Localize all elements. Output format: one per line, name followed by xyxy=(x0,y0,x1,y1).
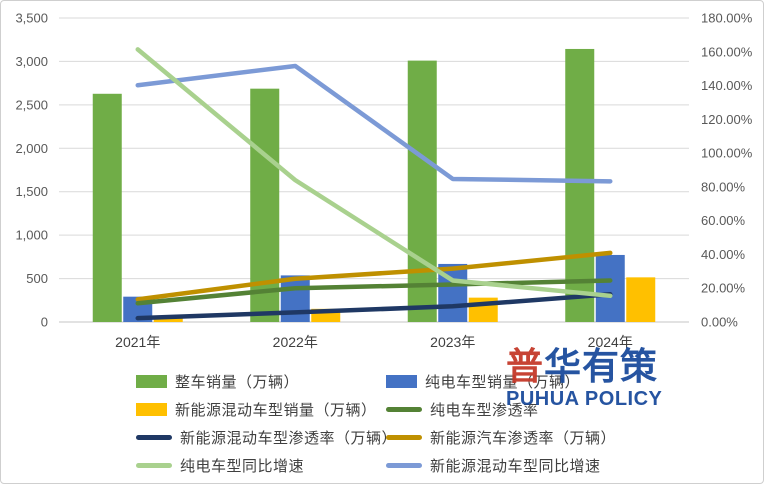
x-axis-category-label: 2023年 xyxy=(430,334,475,350)
bar-bev-sales xyxy=(280,275,310,322)
left-axis-tick-label: 1,500 xyxy=(15,184,48,199)
bar-phev-sales xyxy=(153,316,183,322)
left-axis-tick-label: 2,500 xyxy=(15,97,48,112)
left-axis-tick-label: 0 xyxy=(41,315,48,330)
legend-item-total-sales: 整车销量（万辆） xyxy=(136,371,386,392)
legend-label: 纯电车型渗透率 xyxy=(430,401,539,419)
line-phev-penetration xyxy=(135,292,613,321)
legend-label: 新能源混动车型渗透率（万辆） xyxy=(180,429,398,447)
right-axis-tick-label: 120.00% xyxy=(701,112,753,127)
legend-swatch-line-lightgreen xyxy=(136,462,172,468)
legend-item-phev-penetration: 新能源混动车型渗透率（万辆） xyxy=(136,427,397,448)
chart-legend: 整车销量（万辆） 纯电车型销量（万辆） 新能源混动车型销量（万辆） 纯电车型渗透… xyxy=(136,367,696,479)
left-axis-tick-label: 3,500 xyxy=(15,11,48,26)
legend-label: 纯电车型同比增速 xyxy=(180,457,305,475)
right-axis-tick-label: 0.00% xyxy=(701,315,738,330)
legend-swatch-bar-yellow xyxy=(136,402,167,416)
legend-label: 新能源混动车型销量（万辆） xyxy=(175,401,377,419)
line-bev-penetration xyxy=(135,278,613,306)
legend-label: 新能源混动车型同比增速 xyxy=(430,457,601,475)
right-axis-tick-label: 80.00% xyxy=(701,179,746,194)
legend-swatch-bar-green xyxy=(136,374,167,388)
legend-label: 新能源汽车渗透率（万辆） xyxy=(430,429,617,447)
bar-phev-sales xyxy=(626,277,656,322)
right-axis-tick-label: 160.00% xyxy=(701,44,753,59)
legend-swatch-bar-blue xyxy=(386,374,417,388)
left-axis-tick-label: 1,000 xyxy=(15,228,48,243)
left-axis-tick-label: 3,000 xyxy=(15,54,48,69)
line-bev-yoy-growth xyxy=(135,47,613,299)
logo-chinese-text: 普华有策 xyxy=(506,348,662,385)
legend-item-nev-penetration: 新能源汽车渗透率（万辆） xyxy=(386,427,686,448)
legend-label: 纯电车型销量（万辆） xyxy=(425,373,581,391)
combo-chart: 0 500 1,000 1,500 2,000 2,500 3,000 3,500 0.00% 2… xyxy=(15,11,753,351)
legend-swatch-line-lightblue xyxy=(386,462,422,468)
x-axis-category-label: 2022年 xyxy=(273,334,318,350)
bar-bev-sales xyxy=(595,254,625,322)
x-axis-category-label: 2021年 xyxy=(115,334,160,350)
right-axis-tick-label: 180.00% xyxy=(701,11,753,26)
right-axis-tick-label: 40.00% xyxy=(701,247,746,262)
left-axis-tick-label: 2,000 xyxy=(15,141,48,156)
legend-item-phev-yoy-growth: 新能源混动车型同比增速 xyxy=(386,455,686,476)
bar-total-sales xyxy=(407,60,437,322)
legend-swatch-line-olive xyxy=(386,434,422,440)
legend-swatch-line-navy xyxy=(136,434,172,440)
right-axis-tick-label: 140.00% xyxy=(701,78,753,93)
legend-item-bev-yoy-growth: 纯电车型同比增速 xyxy=(136,455,386,476)
left-axis-tick-label: 500 xyxy=(26,271,48,286)
legend-item-phev-sales: 新能源混动车型销量（万辆） xyxy=(136,399,386,420)
puhua-policy-logo: 普华有策 PUHUA POLICY xyxy=(506,348,662,409)
legend-item-bev-penetration: 纯电车型渗透率 xyxy=(386,399,686,420)
right-axis-tick-label: 60.00% xyxy=(701,213,746,228)
line-nev-penetration xyxy=(135,250,613,302)
logo-zh-first-char: 普 xyxy=(506,346,544,387)
line-phev-yoy-growth xyxy=(135,63,613,184)
x-axis-category-label: 2024年 xyxy=(588,334,633,350)
legend-swatch-line-darkgreen xyxy=(386,406,422,412)
bar-total-sales xyxy=(92,93,122,322)
right-axis-tick-label: 20.00% xyxy=(701,281,746,296)
legend-label: 整车销量（万辆） xyxy=(175,373,300,391)
logo-english-text: PUHUA POLICY xyxy=(506,388,663,410)
bar-total-sales xyxy=(565,48,595,323)
logo-zh-rest-chars: 华有策 xyxy=(544,346,658,387)
bar-total-sales xyxy=(250,88,280,323)
legend-item-bev-sales: 纯电车型销量（万辆） xyxy=(386,371,686,392)
right-axis-tick-label: 100.00% xyxy=(701,146,753,161)
